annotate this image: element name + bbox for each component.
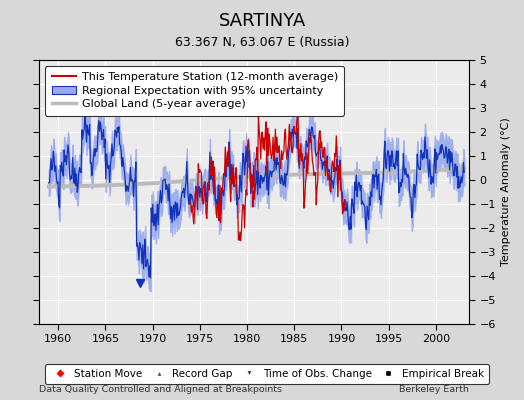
Text: Berkeley Earth: Berkeley Earth (399, 385, 469, 394)
Legend: Station Move, Record Gap, Time of Obs. Change, Empirical Break: Station Move, Record Gap, Time of Obs. C… (45, 364, 489, 384)
Text: Data Quality Controlled and Aligned at Breakpoints: Data Quality Controlled and Aligned at B… (39, 385, 282, 394)
Text: 63.367 N, 63.067 E (Russia): 63.367 N, 63.067 E (Russia) (174, 36, 350, 49)
Text: SARTINYA: SARTINYA (219, 12, 305, 30)
Y-axis label: Temperature Anomaly (°C): Temperature Anomaly (°C) (501, 118, 511, 266)
